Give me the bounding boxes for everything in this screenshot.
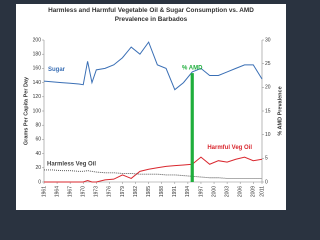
y2-tick-label: 10 bbox=[265, 132, 271, 138]
y-tick-label: 20 bbox=[35, 165, 41, 171]
y-axis-title: Grams Per Capita Per Day bbox=[23, 76, 29, 145]
x-tick-label: 1976 bbox=[107, 186, 113, 197]
y-tick-label: 100 bbox=[33, 108, 42, 114]
y2-tick-label: 15 bbox=[265, 108, 271, 114]
series-line bbox=[43, 41, 263, 91]
y2-tick-label: 30 bbox=[265, 37, 271, 43]
series-label: Sugar bbox=[48, 67, 66, 73]
y-tick-label: 200 bbox=[33, 37, 42, 43]
y-tick-label: 120 bbox=[33, 94, 42, 100]
x-tick-label: 1994 bbox=[185, 186, 191, 197]
x-tick-label: 1985 bbox=[146, 186, 152, 197]
y2-tick-label: 5 bbox=[265, 156, 268, 162]
x-tick-label: 1964 bbox=[54, 186, 60, 197]
y-tick-label: 80 bbox=[35, 123, 41, 129]
x-tick-label: 1982 bbox=[133, 186, 139, 197]
x-tick-label: 2011 bbox=[259, 186, 265, 197]
y-tick-label: 40 bbox=[35, 151, 41, 157]
series-label: Harmless Veg Oil bbox=[47, 162, 96, 168]
x-tick-label: 1967 bbox=[67, 186, 73, 197]
x-tick-label: 1997 bbox=[198, 186, 204, 197]
series-line bbox=[44, 169, 262, 179]
y2-tick-label: 0 bbox=[265, 179, 268, 185]
series-line bbox=[44, 156, 263, 183]
x-tick-label: 1961 bbox=[41, 186, 47, 197]
chart: 0204060801001201401601802000510152025301… bbox=[23, 37, 283, 197]
x-tick-label: 2006 bbox=[238, 186, 244, 197]
x-tick-label: 1991 bbox=[172, 186, 178, 197]
x-tick-label: 2009 bbox=[251, 186, 257, 197]
series-label: Harmful Veg Oil bbox=[207, 145, 252, 151]
x-tick-label: 1970 bbox=[81, 186, 87, 197]
y-tick-label: 160 bbox=[33, 66, 42, 72]
x-tick-label: 2000 bbox=[211, 186, 217, 197]
x-tick-label: 1973 bbox=[94, 186, 100, 197]
y-tick-label: 140 bbox=[33, 80, 42, 86]
y-tick-label: 60 bbox=[35, 137, 41, 143]
x-tick-label: 1988 bbox=[159, 186, 165, 197]
y-tick-label: 180 bbox=[33, 52, 42, 58]
chart-panel bbox=[16, 4, 286, 210]
x-tick-label: 1979 bbox=[120, 186, 126, 197]
x-tick-label: 2003 bbox=[224, 186, 230, 197]
y2-tick-label: 25 bbox=[265, 61, 271, 67]
y2-axis-title: % AMD Prevalence bbox=[277, 86, 283, 135]
series-label: % AMD bbox=[182, 66, 203, 72]
y-tick-label: 0 bbox=[38, 179, 41, 185]
chart-title: Harmless and Harmful Vegetable Oil & Sug… bbox=[48, 7, 254, 23]
y2-tick-label: 20 bbox=[265, 85, 271, 91]
slide: 0 20 40 60 80 100 120 140 160 180 200 0 5 10 15 20 25 30 1… bbox=[16, 4, 286, 210]
